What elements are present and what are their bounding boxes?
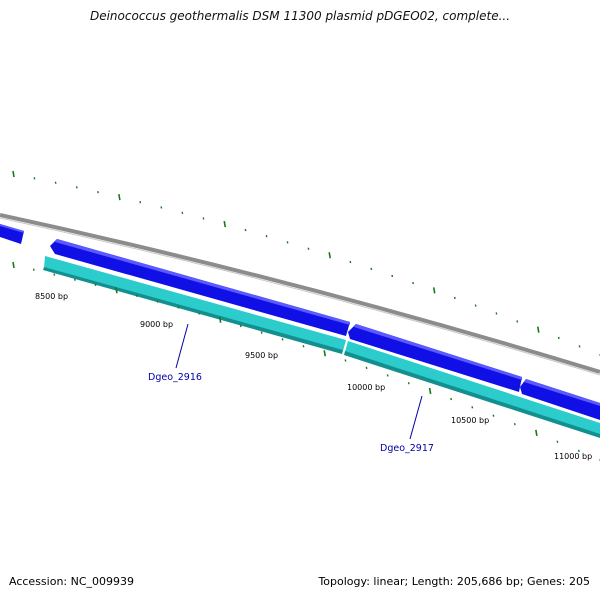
tick-label-8500: 8500 bp <box>35 292 68 301</box>
major-tick <box>328 252 331 259</box>
summary-text: Topology: linear; Length: 205,686 bp; Ge… <box>318 575 590 588</box>
minor-tick <box>412 281 415 285</box>
minor-tick <box>177 306 180 309</box>
minor-tick <box>244 228 247 232</box>
minor-tick <box>516 320 519 323</box>
minor-tick <box>302 345 305 348</box>
minor-tick <box>557 336 560 340</box>
tick-label-9000: 9000 bp <box>140 320 173 329</box>
minor-tick <box>265 234 268 238</box>
minor-tick <box>54 181 57 184</box>
forward-gene-dgeo-2916[interactable] <box>50 239 350 336</box>
minor-tick <box>578 345 581 348</box>
minor-tick <box>495 312 498 315</box>
minor-tick <box>139 201 142 204</box>
minor-tick <box>386 374 389 377</box>
minor-tick <box>32 268 35 271</box>
minor-tick <box>281 338 284 341</box>
forward-gene-right[interactable] <box>520 379 600 420</box>
major-tick <box>432 287 436 294</box>
minor-tick <box>370 267 373 271</box>
minor-tick <box>577 449 580 452</box>
minor-tick <box>365 366 368 370</box>
major-tick <box>536 326 540 333</box>
reverse-gene-dgeo-2917[interactable] <box>344 341 600 438</box>
minor-tick <box>453 296 456 300</box>
lower-tick-track <box>12 261 600 462</box>
minor-tick <box>349 260 352 264</box>
tick-label-11000: 11000 bp <box>554 452 592 461</box>
map-title: Deinococcus geothermalis DSM 11300 plasm… <box>89 9 511 23</box>
minor-tick <box>33 177 36 180</box>
minor-tick <box>156 300 159 303</box>
minor-tick <box>260 331 263 334</box>
major-tick <box>323 350 327 357</box>
tick-label-9500: 9500 bp <box>245 351 278 360</box>
gene-callout-line-dgeo-2916 <box>175 323 189 369</box>
minor-tick <box>407 381 410 385</box>
minor-tick <box>73 278 76 281</box>
major-tick <box>115 287 118 294</box>
minor-tick <box>492 414 495 417</box>
minor-tick <box>239 324 242 328</box>
minor-tick <box>474 304 477 307</box>
major-tick <box>223 221 227 228</box>
minor-tick <box>97 190 99 194</box>
minor-tick <box>198 312 201 315</box>
minor-tick <box>556 440 559 443</box>
minor-tick <box>135 294 138 298</box>
gene-label-dgeo-2917[interactable]: Dgeo_2917 <box>380 443 434 454</box>
accession-text: Accession: NC_009939 <box>9 575 135 588</box>
minor-tick <box>344 359 347 362</box>
tick-label-10000: 10000 bp <box>347 383 385 392</box>
forward-gene-left[interactable] <box>0 224 24 244</box>
minor-tick <box>286 241 289 244</box>
minor-tick <box>181 211 184 215</box>
major-tick <box>535 429 538 437</box>
minor-tick <box>450 397 452 401</box>
backbone-line <box>0 213 600 374</box>
major-tick <box>118 193 121 201</box>
backbone-shadow <box>0 217 600 376</box>
minor-tick <box>75 186 78 189</box>
forward-gene-dgeo-2917[interactable] <box>348 324 522 392</box>
upper-tick-track <box>12 170 600 357</box>
major-tick <box>12 170 15 178</box>
major-tick <box>428 387 432 395</box>
minor-tick <box>94 283 97 287</box>
minor-tick <box>53 273 56 276</box>
reverse-gene-dgeo-2916[interactable] <box>43 256 346 354</box>
tick-label-10500: 10500 bp <box>451 416 489 425</box>
major-tick <box>12 261 15 269</box>
gene-callout-line-dgeo-2917 <box>409 395 423 440</box>
major-tick <box>218 316 222 323</box>
minor-tick <box>513 423 516 426</box>
gene-label-dgeo-2916[interactable]: Dgeo_2916 <box>148 372 202 383</box>
minor-tick <box>307 247 310 250</box>
minor-tick <box>202 217 205 220</box>
minor-tick <box>471 406 474 409</box>
minor-tick <box>160 206 163 209</box>
minor-tick <box>391 274 394 278</box>
